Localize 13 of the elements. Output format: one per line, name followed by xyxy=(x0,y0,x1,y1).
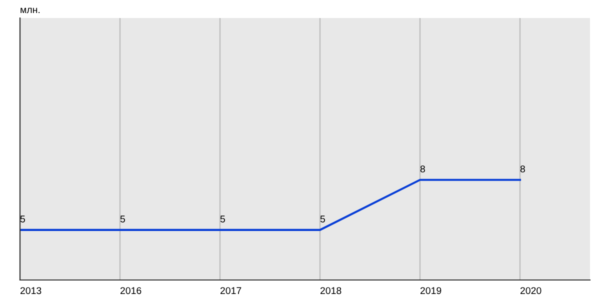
y-axis-title: млн. xyxy=(20,8,40,14)
x-tick-label: 2019 xyxy=(420,287,442,294)
data-label: 8 xyxy=(520,166,525,172)
x-tick-label: 2016 xyxy=(120,287,142,294)
x-tick-label: 2020 xyxy=(520,287,542,294)
data-label: 5 xyxy=(220,216,225,222)
x-tick-label: 2013 xyxy=(20,287,42,294)
data-label: 5 xyxy=(320,216,325,222)
data-label: 5 xyxy=(20,216,25,222)
data-label: 5 xyxy=(120,216,125,222)
data-label: 8 xyxy=(420,166,425,172)
x-tick-label: 2018 xyxy=(320,287,342,294)
x-tick-label: 2017 xyxy=(220,287,242,294)
